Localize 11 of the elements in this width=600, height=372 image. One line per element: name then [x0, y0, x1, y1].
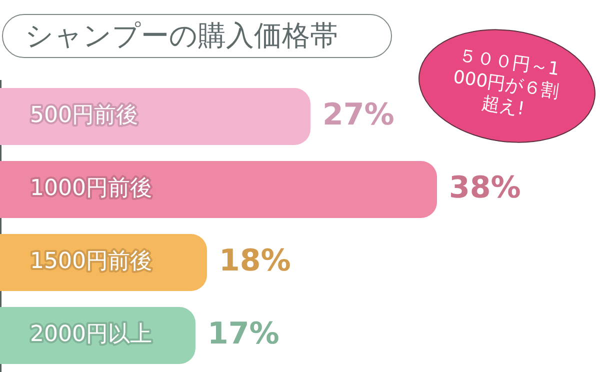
data-label: 17%	[208, 316, 280, 352]
y-tick-label: 1500円前後	[30, 249, 152, 274]
chart-title: シャンプーの購入価格帯	[2, 14, 392, 58]
y-tick-label: 1000円前後	[30, 176, 152, 202]
data-label: 27%	[322, 97, 394, 132]
text: ５００円～1000円が６割超え!	[450, 44, 562, 122]
y-tick-label: 500円前後	[30, 103, 138, 128]
data-label: 18%	[219, 243, 291, 278]
bar	[0, 161, 437, 218]
y-tick-label: 2000円以上	[30, 322, 152, 348]
data-label: 38%	[449, 170, 521, 206]
